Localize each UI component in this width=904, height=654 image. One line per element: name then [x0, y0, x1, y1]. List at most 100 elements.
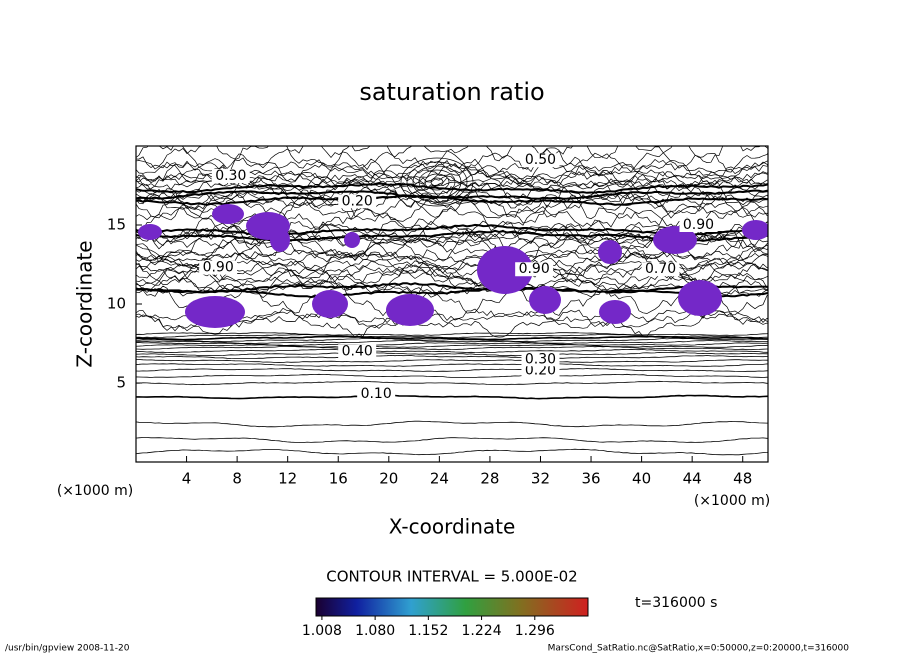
contour-label-bg: [641, 262, 680, 277]
x-tick-label: 40: [632, 470, 651, 488]
colorbar-tick-label: 1.224: [462, 623, 502, 639]
contour-label-bg: [521, 352, 560, 367]
supersaturated-region: [138, 224, 162, 240]
supersaturated-region: [344, 232, 360, 248]
contour-label-bg: [211, 169, 250, 184]
contour-label: 0.20: [525, 362, 556, 378]
x-tick-label: 16: [329, 470, 348, 488]
supersaturated-region: [477, 246, 533, 294]
supersaturated-region: [598, 240, 622, 264]
contour-line: [136, 204, 768, 232]
contour-line: [136, 448, 768, 456]
contour-line: [136, 368, 768, 373]
contour-line: [136, 345, 768, 351]
contour-line: [136, 307, 768, 332]
contour-label: 0.30: [525, 351, 556, 367]
contour-line: [136, 420, 768, 428]
plot-area: [136, 146, 768, 456]
contour-line: [136, 332, 768, 336]
contour-line: [406, 161, 468, 203]
contour-label-bg: [357, 387, 396, 402]
x-tick-label: 44: [683, 470, 702, 488]
contour-line: [136, 373, 768, 378]
supersaturated-region: [678, 280, 722, 316]
y-tick-label: 15: [107, 216, 126, 234]
contour-line: [136, 251, 768, 271]
contour-label: 0.90: [519, 261, 550, 277]
supersaturated-region: [312, 290, 348, 318]
contour-label: 0.30: [215, 168, 246, 184]
contour-line: [136, 337, 768, 343]
contour-label-bg: [338, 344, 377, 359]
contour-line: [136, 380, 768, 386]
contour-line: [136, 243, 768, 272]
contour-interval: CONTOUR INTERVAL = 5.000E-02: [326, 568, 577, 586]
x-tick-label: 8: [232, 470, 242, 488]
supersaturated-region: [185, 296, 245, 328]
contour-line: [400, 157, 474, 207]
footer-left: /usr/bin/gpview 2008-11-20: [5, 644, 130, 654]
y-tick-label: 5: [116, 374, 126, 392]
contour-label: 0.50: [525, 152, 556, 168]
contour-label-bg: [199, 260, 238, 275]
x-tick-label: 48: [733, 470, 752, 488]
contour-label: 0.20: [342, 193, 373, 209]
contour-line: [424, 173, 450, 191]
x-tick-label: 32: [531, 470, 550, 488]
contour-line: [136, 194, 768, 206]
y-unit: (×1000 m): [57, 483, 133, 499]
contour-line: [136, 348, 768, 354]
contour-line: [136, 344, 768, 348]
supersaturated-region: [529, 286, 561, 314]
contour-line: [418, 169, 456, 195]
colorbar-tick-label: 1.080: [355, 623, 395, 639]
colorbar: [315, 597, 589, 617]
contour-line: [412, 165, 462, 199]
contour-label-bg: [338, 194, 377, 209]
colorbar-tick-label: 1.152: [408, 623, 448, 639]
contour-line: [136, 363, 768, 367]
contour-line: [430, 177, 444, 187]
supersaturated-region: [212, 204, 244, 224]
contour-line: [136, 146, 768, 173]
footer-right: MarsCond_SatRatio.nc@SatRatio,x=0:50000,…: [548, 644, 850, 654]
x-tick-label: 24: [430, 470, 449, 488]
colorbar-tick-label: 1.008: [302, 623, 342, 639]
contour-line: [136, 334, 768, 339]
contour-line: [136, 177, 768, 210]
contour-label: 0.40: [342, 343, 373, 359]
contour-line: [136, 185, 768, 201]
contour-label: 0.70: [645, 261, 676, 277]
contour-line: [136, 156, 768, 184]
colorbar-tick-label: 1.296: [515, 623, 555, 639]
x-unit: (×1000 m): [694, 493, 770, 509]
supersaturated-region: [653, 226, 697, 254]
contour-line: [136, 286, 768, 299]
contour-line: [136, 339, 768, 344]
contour-label: 0.90: [203, 260, 234, 276]
x-tick-label: 36: [581, 470, 600, 488]
supersaturated-region: [742, 220, 768, 240]
y-tick-label: 10: [107, 295, 126, 313]
contour-line: [136, 351, 768, 357]
x-tick-label: 4: [182, 470, 192, 488]
contour-label-bg: [521, 153, 560, 168]
contour-line: [136, 359, 768, 363]
contour-label: 0.90: [683, 217, 714, 233]
x-tick-label: 12: [278, 470, 297, 488]
x-axis-label: X-coordinate: [389, 515, 516, 539]
x-tick-label: 20: [379, 470, 398, 488]
contour-line: [136, 283, 768, 317]
x-tick-label: 28: [480, 470, 499, 488]
contour-line: [136, 354, 768, 360]
contour-label: 0.10: [361, 386, 392, 402]
supersaturated-region: [386, 294, 434, 326]
supersaturated-region: [270, 228, 290, 252]
contour-line: [136, 437, 768, 444]
contour-line: [136, 394, 768, 400]
contour-line: [136, 335, 768, 341]
chart-title: saturation ratio: [359, 78, 544, 106]
